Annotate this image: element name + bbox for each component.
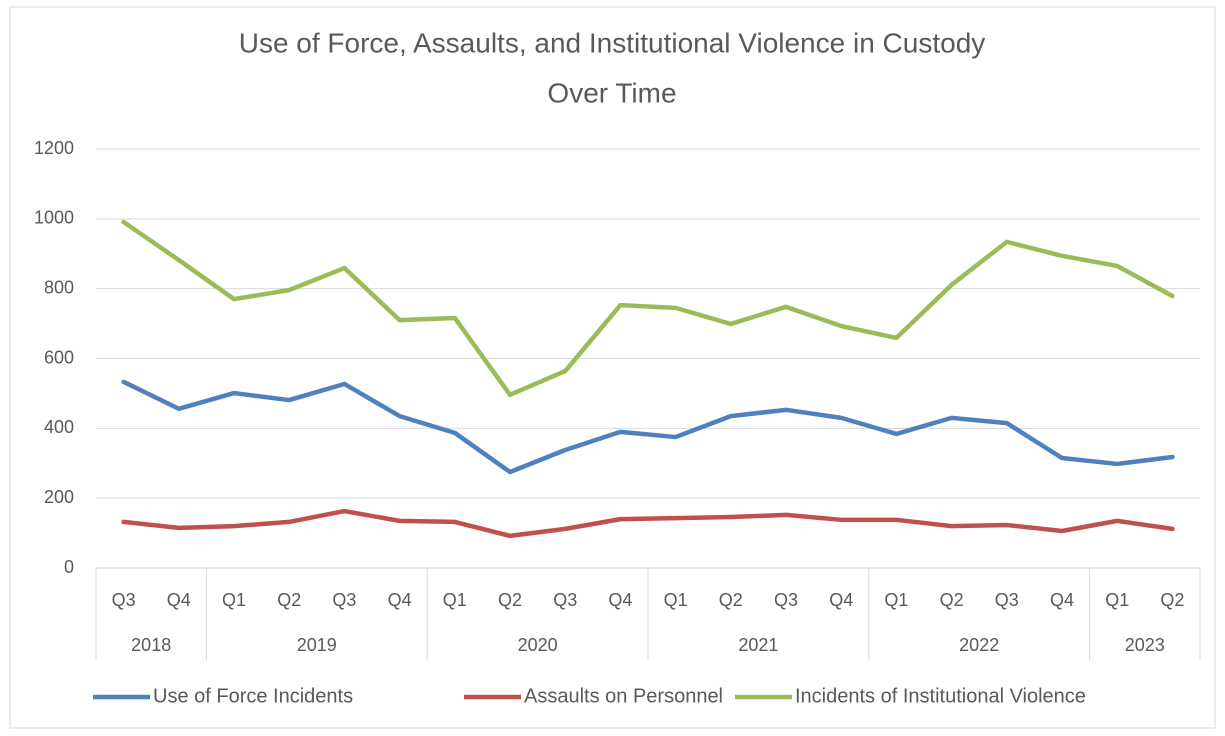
x-tick-label: Q3 <box>553 590 577 610</box>
legend-text: Use of Force Incidents <box>153 685 353 707</box>
y-tick-label: 400 <box>44 417 74 437</box>
x-tick-label: Q3 <box>112 590 136 610</box>
legend-text: Incidents of Institutional Violence <box>795 685 1086 707</box>
x-tick-label: Q4 <box>388 590 412 610</box>
x-tick-label: Q2 <box>719 590 743 610</box>
legend-text: Assaults on Personnel <box>524 685 723 707</box>
line-series <box>121 379 1175 475</box>
x-tick-label: Q3 <box>995 590 1019 610</box>
x-tick-label: Q1 <box>443 590 467 610</box>
x-tick-label: Q2 <box>940 590 964 610</box>
chart-title: Use of Force, Assaults, and Institutiona… <box>239 27 986 58</box>
x-tick-label: Q4 <box>608 590 632 610</box>
x-tick-label: Q1 <box>664 590 688 610</box>
x-tick-label: Q1 <box>1105 590 1129 610</box>
y-tick-label: 600 <box>44 347 74 367</box>
x-group-label: 2018 <box>131 635 171 655</box>
x-group-label: 2020 <box>518 635 558 655</box>
y-tick-label: 1200 <box>34 138 74 158</box>
x-group-label: 2022 <box>959 635 999 655</box>
x-tick-label: Q4 <box>167 590 191 610</box>
x-tick-label: Q4 <box>1050 590 1074 610</box>
x-group-label: 2021 <box>738 635 778 655</box>
x-tick-label: Q2 <box>498 590 522 610</box>
x-tick-label: Q4 <box>829 590 853 610</box>
x-tick-label: Q3 <box>332 590 356 610</box>
y-tick-label: 0 <box>64 557 74 577</box>
x-group-label: 2023 <box>1125 635 1165 655</box>
chart-border <box>9 6 1216 729</box>
x-group-label: 2019 <box>297 635 337 655</box>
chart-title: Over Time <box>547 77 676 108</box>
y-tick-label: 200 <box>44 487 74 507</box>
y-tick-label: 1000 <box>34 208 74 228</box>
y-tick-label: 800 <box>44 277 74 297</box>
x-tick-label: Q3 <box>774 590 798 610</box>
line-series <box>121 508 1175 539</box>
line-series <box>121 219 1175 398</box>
x-tick-label: Q1 <box>222 590 246 610</box>
x-tick-label: Q1 <box>884 590 908 610</box>
x-tick-label: Q2 <box>1160 590 1184 610</box>
x-tick-label: Q2 <box>277 590 301 610</box>
